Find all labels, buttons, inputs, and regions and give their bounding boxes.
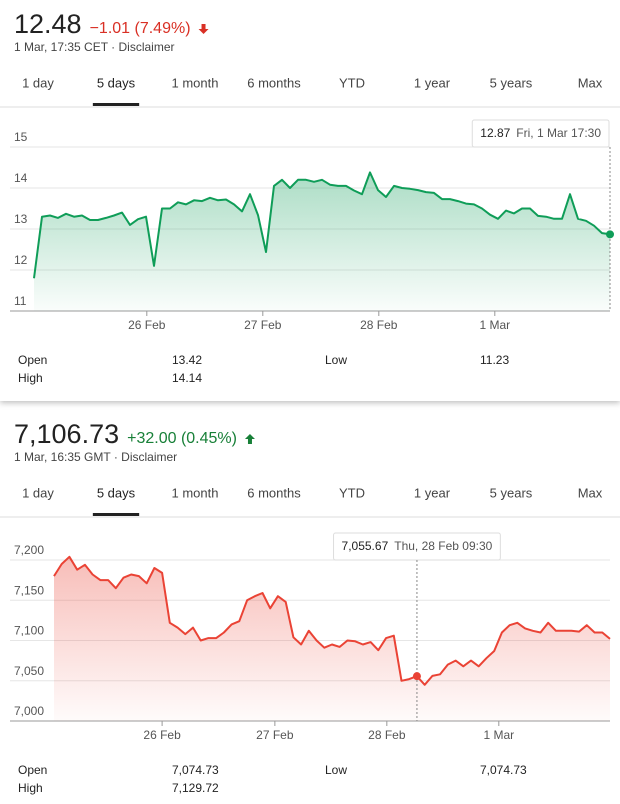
stat-value: 7,074.73 (172, 763, 219, 777)
price-change: +32.00 (0.45%) (127, 430, 237, 447)
range-tab[interactable]: YTD (339, 485, 365, 500)
y-tick-label: 7,000 (14, 704, 44, 718)
stat-value: 7,129.72 (172, 781, 219, 795)
stat-label: Low (325, 763, 347, 777)
x-tick-label: 28 Feb (360, 318, 398, 332)
x-tick-label: 1 Mar (479, 318, 510, 332)
tooltip-dot (412, 672, 421, 681)
range-tab[interactable]: Max (578, 75, 603, 90)
timestamp: 1 Mar, 16:35 GMT · Disclaimer (14, 450, 177, 464)
tooltip-time: Fri, 1 Mar 17:30 (516, 126, 601, 140)
stat-label: Open (18, 353, 47, 367)
active-tab-indicator (92, 103, 140, 106)
range-tab[interactable]: 5 years (490, 75, 533, 90)
range-tab[interactable]: 1 day (22, 75, 54, 90)
x-tick-label: 28 Feb (368, 728, 406, 742)
stat-value: 11.23 (480, 353, 509, 367)
range-tab[interactable]: 6 months (247, 485, 301, 500)
y-tick-label: 7,200 (14, 543, 44, 557)
stat-value: 13.42 (172, 353, 202, 367)
y-tick-label: 7,050 (14, 664, 44, 678)
price: 7,106.73 (14, 419, 119, 449)
range-tab[interactable]: 5 days (97, 75, 136, 90)
price-change: −1.01 (7.49%) (90, 20, 191, 37)
x-tick-label: 26 Feb (143, 728, 181, 742)
stat-label: High (18, 781, 43, 795)
tooltip-dot (606, 230, 614, 239)
range-tab[interactable]: 1 month (172, 75, 219, 90)
y-tick-label: 14 (14, 171, 28, 185)
y-tick-label: 12 (14, 253, 28, 267)
price-line (53, 555, 611, 686)
tooltip: 12.87 Fri, 1 Mar 17:30 (480, 126, 601, 140)
price: 12.48 (14, 9, 82, 39)
range-tab[interactable]: 5 days (97, 485, 136, 500)
change-arrow (198, 24, 209, 34)
x-tick-label: 27 Feb (244, 318, 282, 332)
tooltip-time: Thu, 28 Feb 09:30 (394, 539, 492, 553)
tooltip-value: 12.87 (480, 126, 510, 140)
stat-label: Open (18, 763, 47, 777)
tooltip-box (471, 119, 610, 148)
x-tick-label: 1 Mar (483, 728, 514, 742)
timestamp: 1 Mar, 17:35 CET · Disclaimer (14, 40, 175, 54)
stat-value: 7,074.73 (480, 763, 527, 777)
tooltip: 7,055.67 Thu, 28 Feb 09:30 (342, 539, 493, 553)
range-tab[interactable]: 5 years (490, 485, 533, 500)
x-tick-label: 27 Feb (256, 728, 294, 742)
range-tab[interactable]: 1 month (172, 485, 219, 500)
price-line (33, 171, 611, 279)
range-tab[interactable]: YTD (339, 75, 365, 90)
y-tick-label: 13 (14, 212, 28, 226)
y-tick-label: 7,150 (14, 583, 44, 597)
stat-label: Low (325, 353, 347, 367)
tooltip-value: 7,055.67 (342, 539, 389, 553)
y-tick-label: 11 (14, 294, 27, 308)
range-tab[interactable]: Max (578, 485, 603, 500)
range-tab[interactable]: 6 months (247, 75, 301, 90)
y-tick-label: 15 (14, 130, 28, 144)
price-area (34, 172, 610, 311)
stat-label: High (18, 371, 43, 385)
price-area (54, 556, 610, 721)
x-tick-label: 26 Feb (128, 318, 166, 332)
active-tab-indicator (92, 513, 140, 516)
y-tick-label: 7,100 (14, 624, 44, 638)
stat-value: 14.14 (172, 371, 202, 385)
range-tab[interactable]: 1 year (414, 485, 451, 500)
range-tab[interactable]: 1 year (414, 75, 451, 90)
range-tab[interactable]: 1 day (22, 485, 54, 500)
change-arrow (244, 434, 255, 444)
